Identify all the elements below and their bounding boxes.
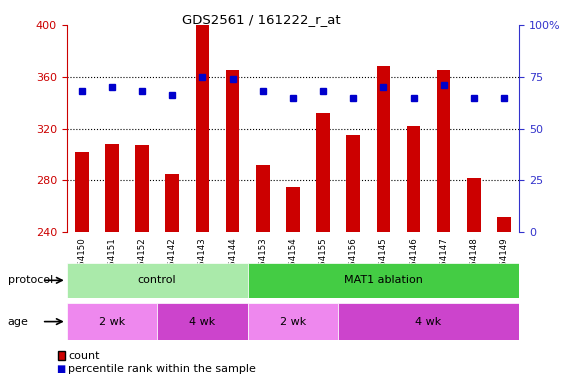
Bar xyxy=(67,303,157,340)
Bar xyxy=(286,187,300,232)
Text: GSM154153: GSM154153 xyxy=(258,237,267,290)
Bar xyxy=(437,70,451,232)
Text: MAT1 ablation: MAT1 ablation xyxy=(344,275,423,285)
Text: GSM154149: GSM154149 xyxy=(499,237,509,290)
Bar xyxy=(376,66,390,232)
Text: 2 wk: 2 wk xyxy=(99,316,125,327)
Text: 2 wk: 2 wk xyxy=(280,316,306,327)
Text: GSM154156: GSM154156 xyxy=(349,237,358,290)
Text: GSM154151: GSM154151 xyxy=(107,237,117,290)
Text: GSM154154: GSM154154 xyxy=(288,237,298,290)
Bar xyxy=(75,152,89,232)
Bar xyxy=(165,174,179,232)
Bar xyxy=(248,263,519,298)
Text: GSM154146: GSM154146 xyxy=(409,237,418,290)
Text: percentile rank within the sample: percentile rank within the sample xyxy=(68,364,256,374)
Bar xyxy=(105,144,119,232)
Bar xyxy=(467,178,481,232)
Text: 4 wk: 4 wk xyxy=(415,316,442,327)
Bar xyxy=(346,135,360,232)
Bar xyxy=(248,303,338,340)
Text: control: control xyxy=(138,275,176,285)
Text: 4 wk: 4 wk xyxy=(189,316,216,327)
Text: GDS2561 / 161222_r_at: GDS2561 / 161222_r_at xyxy=(182,13,340,26)
Bar xyxy=(407,126,420,232)
Bar xyxy=(316,113,330,232)
Bar xyxy=(157,303,248,340)
Text: GSM154144: GSM154144 xyxy=(228,237,237,290)
Text: count: count xyxy=(68,351,100,361)
Text: age: age xyxy=(8,316,28,327)
Text: GSM154148: GSM154148 xyxy=(469,237,478,290)
Text: GSM154142: GSM154142 xyxy=(168,237,177,290)
Bar xyxy=(195,25,209,232)
Bar xyxy=(256,165,270,232)
Bar xyxy=(135,146,149,232)
Text: GSM154147: GSM154147 xyxy=(439,237,448,290)
Text: GSM154152: GSM154152 xyxy=(137,237,147,290)
Text: protocol: protocol xyxy=(8,275,53,285)
Text: ■: ■ xyxy=(56,364,66,374)
Text: GSM154155: GSM154155 xyxy=(318,237,328,290)
Bar xyxy=(226,70,240,232)
Text: GSM154145: GSM154145 xyxy=(379,237,388,290)
Bar xyxy=(338,303,519,340)
Bar xyxy=(497,217,511,232)
Bar xyxy=(67,263,248,298)
Text: GSM154143: GSM154143 xyxy=(198,237,207,290)
Text: GSM154150: GSM154150 xyxy=(77,237,86,290)
